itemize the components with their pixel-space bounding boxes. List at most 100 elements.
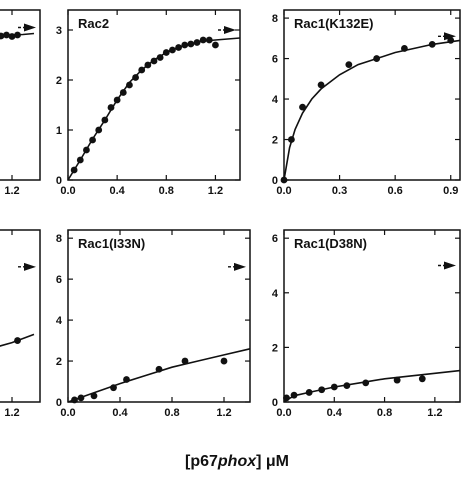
x-tick-label: 0.3: [332, 185, 347, 197]
data-point: [3, 31, 10, 39]
data-point: [77, 394, 85, 402]
data-point: [71, 396, 78, 404]
panel-rac2: 0.0 0.4 0.8 1.2 0 1 2 3 Rac2: [56, 9, 241, 197]
panel-title: Rac1(K132E): [294, 16, 374, 31]
y-tick-label: 0: [272, 175, 278, 187]
data-point: [317, 81, 325, 89]
y-tick-label: 3: [56, 25, 62, 37]
y-tick-label: 4: [56, 315, 63, 327]
panel-frame: [0, 9, 41, 181]
panel-frame: [67, 9, 241, 181]
data-point: [156, 54, 164, 61]
data-point: [288, 136, 295, 143]
data-point: [205, 36, 213, 44]
panel-title: Rac1(I33N): [78, 236, 145, 251]
fit-curve: [283, 39, 461, 181]
y-tick-label: 2: [272, 342, 278, 354]
data-point: [373, 55, 381, 62]
y-tick-label: 0: [56, 175, 62, 187]
x-tick-label: 0.0: [60, 185, 75, 197]
x-tick-label: 0.9: [443, 185, 458, 197]
data-point: [89, 136, 96, 144]
data-point: [447, 36, 455, 44]
y-tick-label: 1: [56, 125, 62, 137]
data-point: [330, 383, 338, 391]
vmax-arrow-head: [224, 26, 236, 34]
data-point: [110, 384, 117, 392]
data-point: [162, 49, 170, 56]
x-tick-label: 0.8: [164, 407, 179, 419]
y-tick-label: 2: [272, 135, 278, 147]
x-axis-label-prefix: [p67: [185, 453, 218, 470]
data-point: [362, 379, 370, 387]
panel-frame: [283, 229, 461, 403]
data-point: [14, 31, 21, 39]
x-tick-label: 1.2: [4, 407, 19, 419]
data-point: [76, 156, 84, 164]
data-point: [290, 391, 298, 399]
x-tick-label: 1.2: [427, 407, 442, 419]
data-point: [418, 375, 426, 383]
y-tick-label: 2: [56, 75, 62, 87]
y-tick-label: 6: [272, 233, 278, 245]
y-tick-label: 8: [56, 233, 62, 245]
data-point: [401, 45, 408, 52]
data-point: [90, 392, 98, 400]
fit-curve: [0, 333, 35, 347]
x-axis-label-suffix: ] μM: [256, 453, 289, 470]
x-tick-label: 0.4: [109, 185, 125, 197]
data-point: [305, 389, 313, 396]
x-axis-label-italic: phox: [217, 453, 257, 470]
data-point: [138, 66, 146, 74]
panel-title: Rac1(D38N): [294, 236, 367, 251]
fit-curve: [283, 369, 461, 403]
data-point: [181, 41, 189, 49]
panel-title: Rac2: [78, 16, 109, 31]
panel-left-top: 1.2: [0, 9, 41, 197]
data-point: [345, 61, 353, 69]
panel-rac1-k132e: 0.0 0.3 0.6 0.9 0 2 4 6 8 Rac1(K132E): [272, 9, 461, 197]
data-point: [199, 36, 207, 44]
x-tick-label: 0.6: [388, 185, 403, 197]
data-point: [393, 376, 401, 384]
data-point: [113, 96, 121, 104]
x-tick-label: 1.2: [4, 185, 19, 197]
panel-frame: [67, 229, 251, 403]
vmax-arrow-head: [24, 262, 36, 271]
data-point: [83, 146, 90, 154]
data-point: [299, 103, 306, 111]
data-point: [175, 44, 182, 51]
y-tick-label: 6: [56, 274, 62, 286]
vmax-arrow-head: [444, 261, 456, 270]
vmax-arrow-head: [24, 23, 36, 32]
panel-frame: [283, 9, 461, 181]
y-tick-label: 2: [56, 356, 62, 368]
data-point: [428, 41, 436, 48]
chart-panels: 1.2 0.0 0.4 0.8 1.2 0 1 2 3 Rac2 0.0 0.3 0.6 0.9 0 2 4 6 8…: [0, 9, 461, 419]
y-tick-label: 6: [272, 54, 278, 66]
data-point: [181, 357, 189, 365]
panel-frame: [0, 229, 41, 403]
data-point: [8, 33, 16, 40]
data-point: [283, 394, 290, 402]
y-tick-label: 4: [272, 288, 279, 300]
data-point: [107, 104, 115, 111]
data-point: [318, 386, 326, 394]
data-point: [101, 116, 109, 124]
panel-rac1-i33n: 0.0 0.4 0.8 1.2 0 2 4 6 8 Rac1(I33N): [56, 229, 251, 419]
data-point: [187, 40, 195, 48]
x-tick-label: 0.0: [60, 407, 75, 419]
y-tick-label: 4: [272, 94, 279, 106]
data-point: [212, 41, 219, 49]
x-tick-label: 0.8: [159, 185, 174, 197]
x-tick-label: 0.8: [377, 407, 392, 419]
data-point: [280, 176, 288, 184]
x-tick-label: 0.4: [327, 407, 343, 419]
data-point: [155, 365, 163, 373]
data-point: [150, 57, 158, 65]
data-point: [123, 376, 130, 383]
data-point: [193, 39, 201, 46]
data-point: [126, 81, 133, 89]
